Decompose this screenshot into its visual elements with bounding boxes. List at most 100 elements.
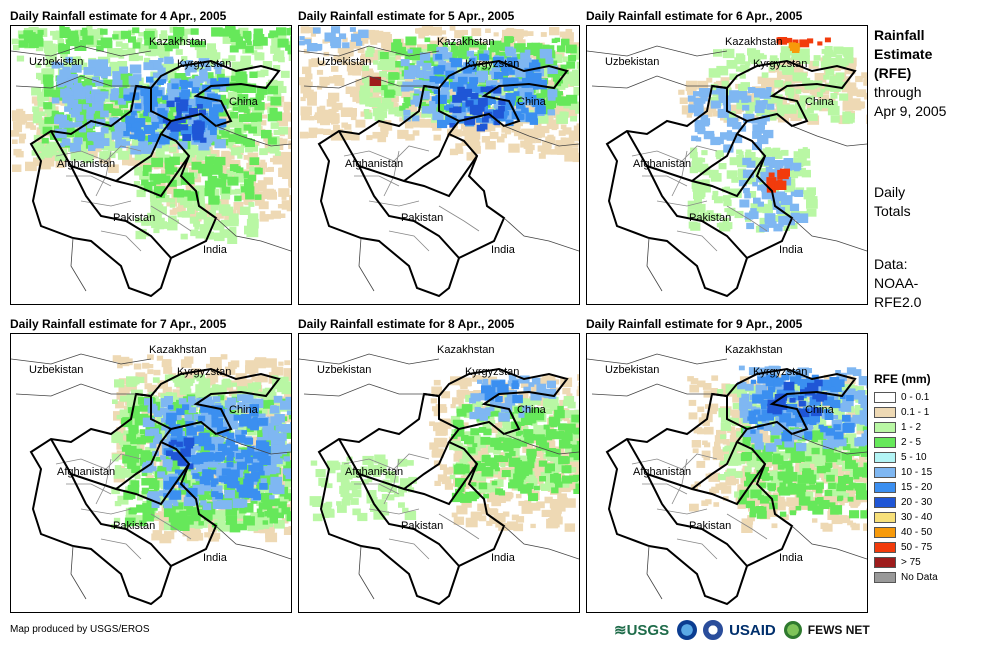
- rainfall-cell: [362, 65, 370, 71]
- rainfall-cell: [242, 394, 254, 404]
- rainfall-cell: [186, 531, 199, 542]
- rainfall-cell: [45, 152, 52, 158]
- rainfall-cell: [524, 64, 533, 71]
- rainfall-cell: [350, 33, 362, 42]
- rainfall-cell: [708, 68, 721, 78]
- rainfall-cell: [262, 114, 268, 119]
- rainfall-cell: [18, 40, 28, 48]
- rainfall-cell: [306, 43, 318, 52]
- rainfall-cell: [565, 137, 571, 142]
- rainfall-cell: [777, 169, 789, 180]
- rainfall-cell: [188, 78, 201, 88]
- rainfall-cell: [270, 498, 280, 506]
- rainfall-cell: [397, 70, 403, 75]
- rainfall-cell: [200, 137, 207, 143]
- rainfall-cell: [157, 467, 168, 476]
- rainfall-cell: [501, 62, 513, 72]
- rainfall-cell: [412, 95, 423, 103]
- rainfall-cell: [123, 492, 134, 500]
- rainfall-cell: [752, 131, 762, 139]
- rainfall-cell: [530, 139, 536, 144]
- rainfall-cell: [123, 88, 133, 96]
- rainfall-cell: [206, 363, 211, 368]
- rainfall-cell: [86, 119, 95, 127]
- rainfall-cell: [681, 105, 694, 115]
- rainfall-cell: [130, 84, 139, 91]
- rainfall-cell: [190, 469, 198, 476]
- rainfall-cell: [186, 507, 198, 516]
- rainfall-cell: [808, 113, 818, 121]
- rainfall-cell: [514, 43, 526, 53]
- rainfall-cell: [552, 75, 561, 82]
- rainfall-cell: [166, 100, 175, 108]
- rainfall-cell: [341, 122, 348, 128]
- rainfall-cell: [65, 56, 73, 63]
- rainfall-cell: [96, 45, 104, 52]
- rainfall-cell: [218, 77, 230, 87]
- rainfall-cell: [236, 167, 244, 174]
- rainfall-cell: [476, 117, 483, 123]
- rainfall-cell: [722, 48, 735, 59]
- rainfall-cell: [458, 76, 468, 85]
- rainfall-cell: [529, 62, 541, 72]
- map-frame: Kazakhstan Uzbekistan Kyrgyzstan China A…: [586, 25, 868, 305]
- rainfall-cell: [352, 61, 365, 72]
- rainfall-cell: [283, 526, 291, 535]
- rainfall-cell: [560, 124, 567, 130]
- rainfall-cell: [195, 185, 207, 195]
- rainfall-cell: [243, 516, 255, 526]
- rainfall-cell: [345, 86, 355, 94]
- rainfall-cell: [466, 83, 478, 93]
- rainfall-cell: [15, 151, 21, 156]
- rainfall-cell: [526, 95, 537, 103]
- rainfall-cell: [251, 482, 260, 489]
- rainfall-cell: [157, 79, 164, 85]
- rainfall-cell: [197, 96, 204, 101]
- rainfall-cell: [723, 144, 734, 153]
- rainfall-cell: [799, 55, 810, 64]
- rainfall-cell: [256, 508, 263, 513]
- rainfall-cell: [195, 491, 206, 501]
- rainfall-cell: [278, 56, 285, 63]
- rainfall-cell: [168, 179, 177, 187]
- rainfall-cell: [850, 98, 857, 103]
- rainfall-cell: [220, 354, 228, 360]
- rainfall-cell: [286, 512, 291, 522]
- rainfall-cell: [419, 119, 431, 128]
- rainfall-cell: [64, 106, 72, 112]
- rainfall-cell: [533, 47, 544, 57]
- rainfall-cell: [578, 66, 579, 74]
- rainfall-cell: [285, 488, 291, 495]
- rainfall-cell: [185, 71, 191, 76]
- rainfall-cell: [43, 81, 54, 90]
- rainfall-cell: [270, 443, 280, 451]
- rainfall-cell: [555, 72, 567, 82]
- rainfall-cell: [422, 62, 432, 71]
- rainfall-cell: [151, 533, 160, 541]
- rainfall-cell: [774, 80, 784, 88]
- rainfall-cell: [533, 88, 540, 94]
- rainfall-cell: [68, 61, 75, 66]
- rainfall-cell: [507, 93, 517, 101]
- rainfall-cell: [143, 217, 149, 222]
- rainfall-cell: [279, 213, 286, 218]
- rainfall-cell: [748, 49, 761, 60]
- rainfall-cell: [527, 31, 534, 36]
- rainfall-cell: [805, 95, 815, 104]
- rainfall-cell: [66, 82, 74, 88]
- rainfall-cell: [118, 78, 130, 87]
- rainfall-cell: [414, 102, 421, 107]
- rainfall-cell: [203, 216, 215, 226]
- rainfall-cell: [13, 125, 22, 133]
- rainfall-cell: [216, 220, 222, 225]
- rainfall-cell: [754, 88, 766, 98]
- rainfall-cell: [799, 95, 807, 101]
- rainfall-cell: [524, 92, 533, 99]
- rainfall-cell: [111, 433, 124, 443]
- country-label-kyrgyzstan: Kyrgyzstan: [753, 58, 808, 70]
- rainfall-cell: [780, 46, 790, 54]
- rainfall-cell: [127, 453, 140, 463]
- rainfall-cell: [91, 89, 101, 97]
- map-panel-apr4: Daily Rainfall estimate for 4 Apr., 2005…: [10, 9, 292, 305]
- country-label-kyrgyzstan: Kyrgyzstan: [465, 58, 520, 70]
